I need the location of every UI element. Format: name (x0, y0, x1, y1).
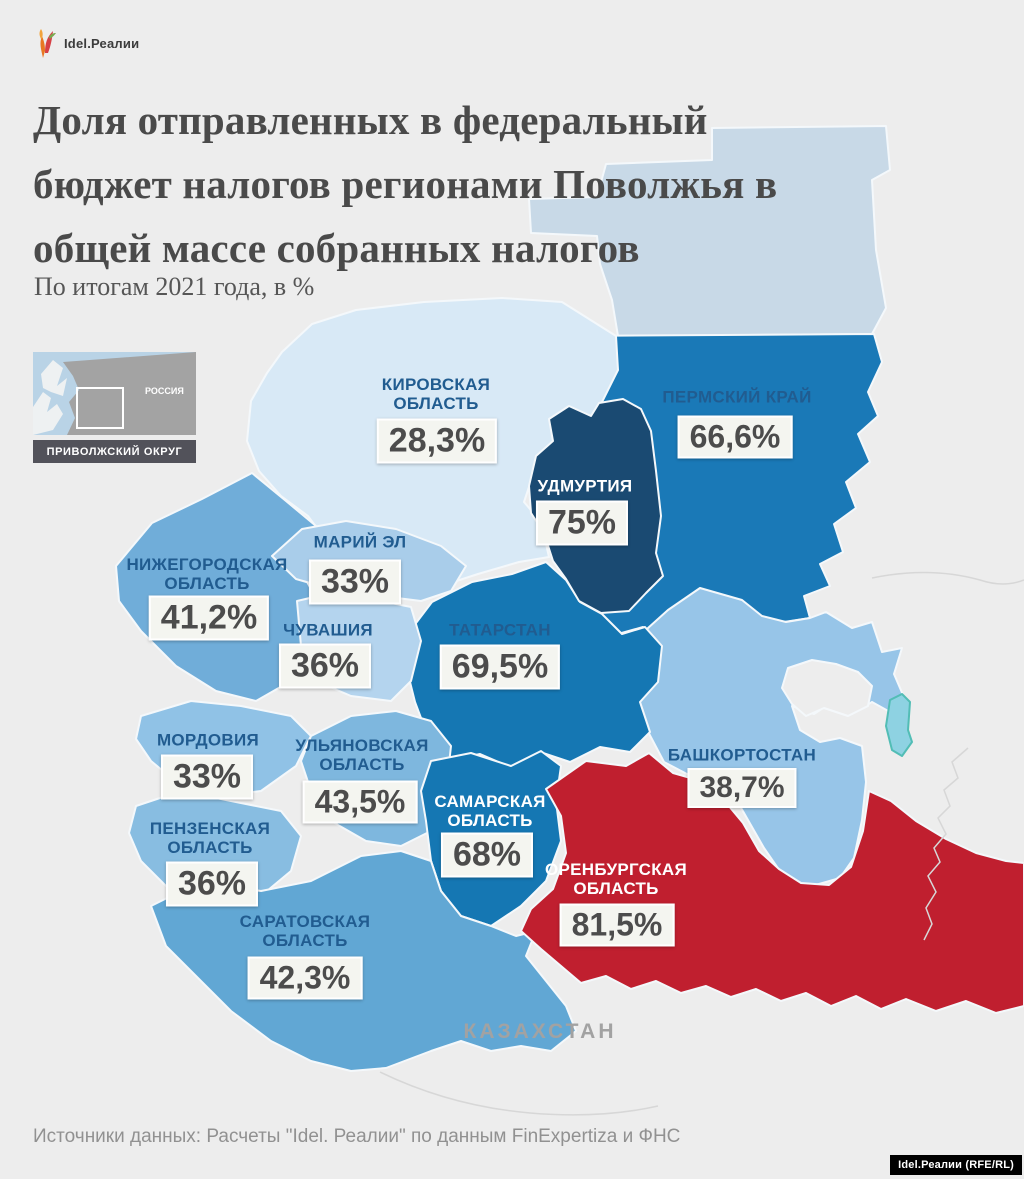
inset-country-label: РОССИЯ (145, 386, 184, 396)
region-value-perm: 66,6% (677, 415, 793, 459)
inset-map-picture: РОССИЯ (33, 352, 196, 435)
region-name-tatarstan: ТАТАРСТАН (449, 620, 551, 640)
region-value-penza: 36% (165, 861, 259, 907)
kazakhstan-label: КАЗАХСТАН (463, 1020, 617, 1043)
logo: Idel.Реалии (33, 27, 139, 59)
title-line-2: бюджет налогов регионами Поволжья в (33, 161, 778, 207)
region-value-saratov: 42,3% (247, 956, 363, 1000)
region-name-saratov: САРАТОВСКАЯ ОБЛАСТЬ (239, 911, 371, 950)
region-shape-orenburg (520, 752, 1024, 1014)
region-value-kirov: 28,3% (376, 418, 498, 464)
title-line-3: общей массе собранных налогов (33, 225, 640, 271)
region-value-ulyanovsk: 43,5% (302, 780, 418, 824)
region-value-tatarstan: 69,5% (439, 644, 561, 690)
region-value-nizhegorod: 41,2% (148, 595, 270, 641)
region-name-mariel: МАРИЙ ЭЛ (313, 532, 407, 552)
region-name-penza: ПЕНЗЕНСКАЯ ОБЛАСТЬ (149, 818, 271, 857)
region-name-orenburg: ОРЕНБУРГСКАЯ ОБЛАСТЬ (544, 859, 688, 898)
region-name-nizhegorod: НИЖЕГОРОДСКАЯ ОБЛАСТЬ (126, 554, 288, 593)
region-value-chuvashia: 36% (278, 643, 372, 689)
region-value-samara: 68% (440, 832, 534, 878)
brand-badge: Idel.Реалии (RFE/RL) (890, 1155, 1022, 1175)
source-note: Источники данных: Расчеты "Idel. Реалии"… (33, 1126, 681, 1147)
region-name-samara: САМАРСКАЯ ОБЛАСТЬ (434, 791, 546, 830)
subtitle: По итогам 2021 года, в % (34, 272, 315, 301)
logo-text: Idel.Реалии (64, 35, 140, 51)
title-line-1: Доля отправленных в федеральный (33, 97, 708, 143)
inset-map: РОССИЯ ПРИВОЛЖСКИЙ ОКРУГ (33, 352, 196, 463)
region-value-mordovia: 33% (160, 754, 254, 800)
region-name-perm: ПЕРМСКИЙ КРАЙ (662, 387, 812, 407)
region-name-mordovia: МОРДОВИЯ (156, 730, 260, 750)
page-title: Доля отправленных в федеральный бюджет н… (33, 88, 777, 280)
region-value-bashkortostan: 38,7% (687, 768, 797, 808)
region-name-udmurtia: УДМУРТИЯ (537, 476, 633, 496)
region-shape-north-neighbor (528, 125, 891, 337)
map-background-notch (781, 659, 873, 717)
region-shape-east-exclave (885, 693, 913, 757)
region-value-udmurtia: 75% (535, 500, 629, 546)
region-value-mariel: 33% (308, 559, 402, 605)
region-name-ulyanovsk: УЛЬЯНОВСКАЯ ОБЛАСТЬ (295, 735, 429, 774)
inset-district-label: ПРИВОЛЖСКИЙ ОКРУГ (33, 440, 196, 463)
region-name-kirov: КИРОВСКАЯ ОБЛАСТЬ (381, 374, 491, 413)
logo-flame-icon (39, 29, 56, 58)
region-name-bashkortostan: БАШКОРТОСТАН (667, 745, 817, 765)
neighbor-borders (379, 571, 1024, 1116)
region-name-chuvashia: ЧУВАШИЯ (283, 620, 373, 640)
region-value-orenburg: 81,5% (559, 903, 675, 947)
